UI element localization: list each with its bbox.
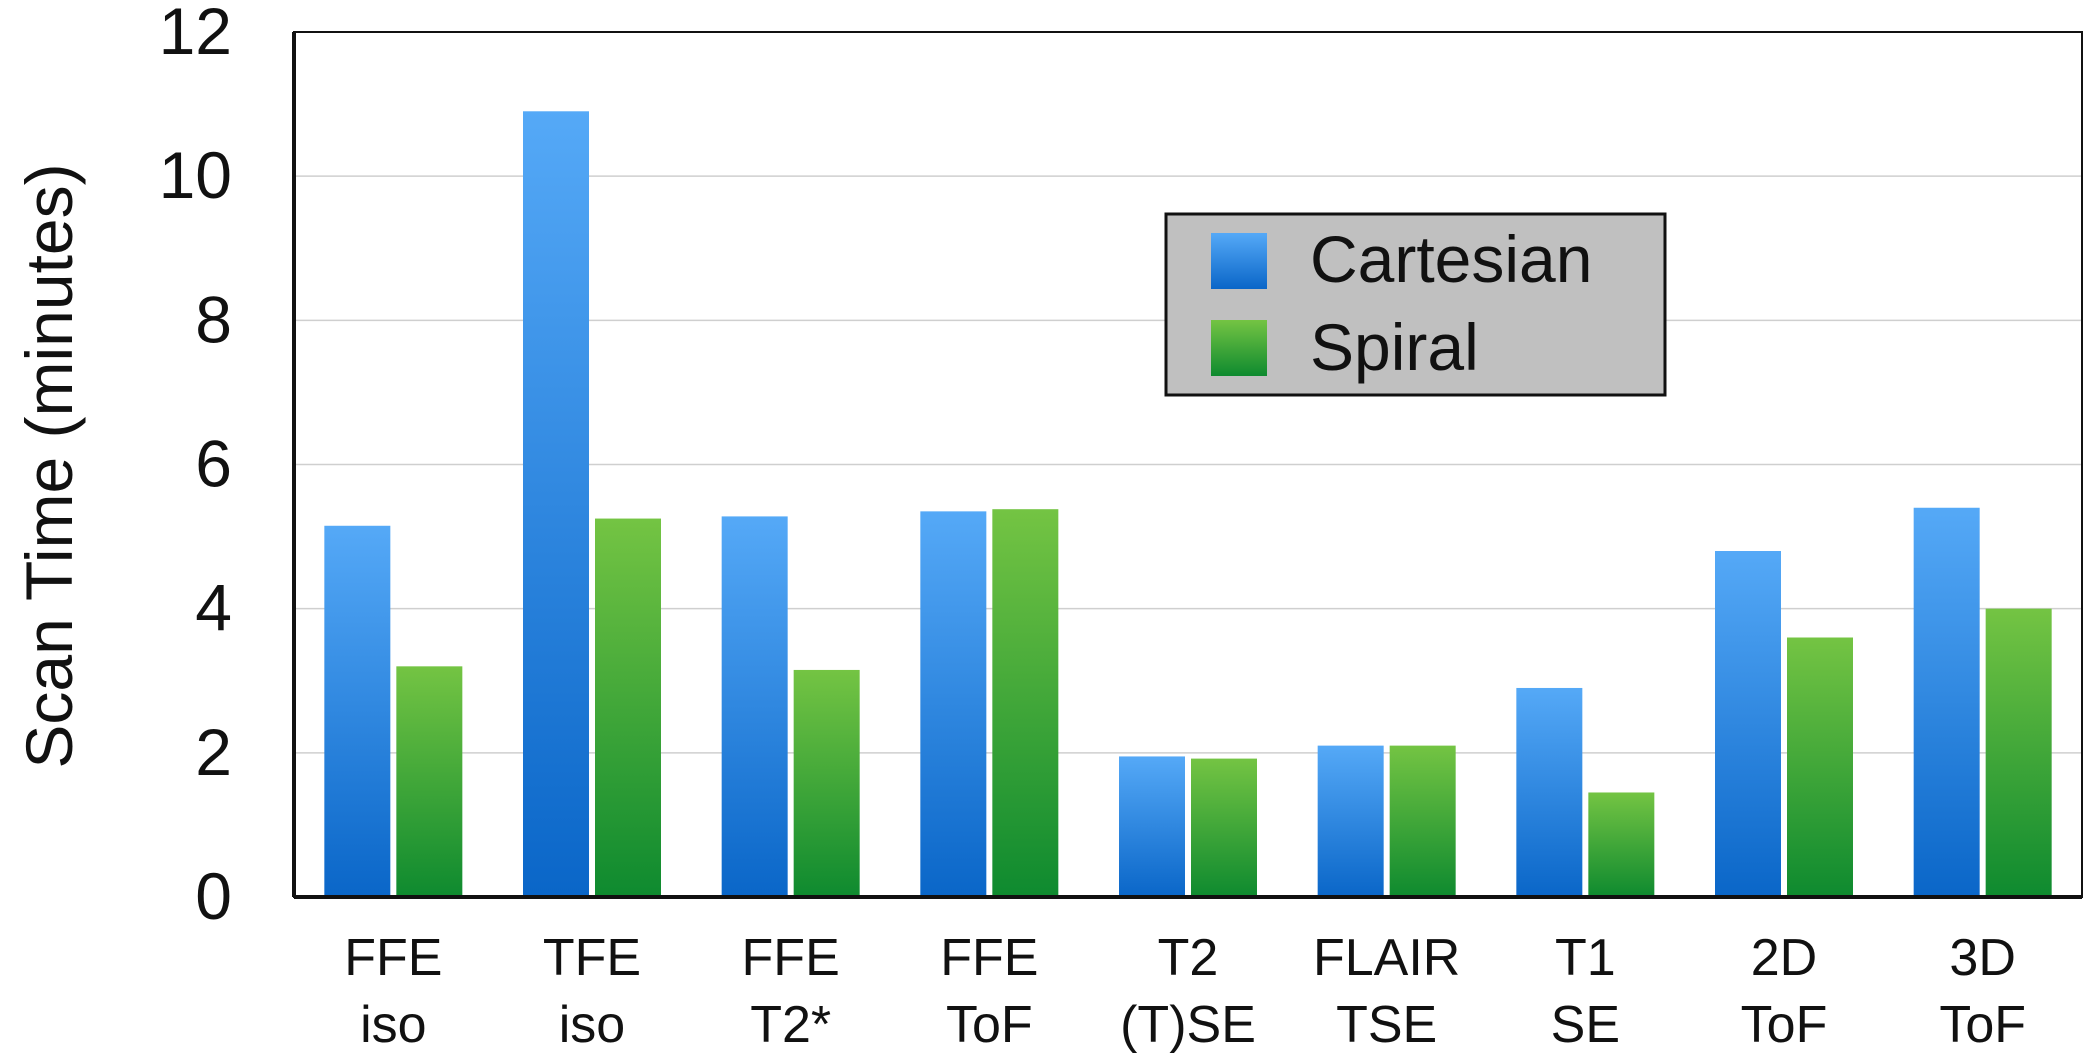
gridlines <box>294 175 2082 754</box>
y-tick-label: 12 <box>159 0 232 68</box>
bar-cartesian-0 <box>324 525 391 897</box>
x-tick-label: FLAIR TSE <box>1313 929 1460 1054</box>
bar-spiral-6 <box>1588 792 1655 897</box>
bar-cartesian-4 <box>1119 756 1185 897</box>
x-tick-labels: FFE iso TFE iso FFE T2* FFE ToF T2 (T)SE FLAIR TSE T… <box>344 929 2026 1054</box>
y-axis-label: Scan Time (minutes) <box>12 163 86 768</box>
x-tick-label: 3D ToF <box>1939 929 2026 1054</box>
y-tick-label: 0 <box>195 859 232 933</box>
bar-cartesian-2 <box>721 516 788 897</box>
legend-label-spiral: Spiral <box>1310 310 1479 384</box>
legend-swatch-spiral <box>1211 320 1267 376</box>
bar-spiral-5 <box>1389 745 1456 897</box>
x-tick-label: 2D ToF <box>1741 929 1828 1054</box>
y-tick-label: 8 <box>195 282 232 356</box>
bar-spiral-2 <box>793 669 860 897</box>
y-tick-label: 4 <box>195 571 232 645</box>
bar-cartesian-7 <box>1715 551 1781 897</box>
bars <box>324 111 2052 897</box>
bar-cartesian-6 <box>1516 687 1583 897</box>
legend: Cartesian Spiral <box>1164 212 1667 397</box>
bar-cartesian-8 <box>1913 507 1980 897</box>
bar-spiral-1 <box>595 518 661 897</box>
x-tick-label: TFE iso <box>543 929 641 1054</box>
bar-spiral-0 <box>396 666 463 897</box>
x-tick-label: T2 (T)SE <box>1120 929 1256 1054</box>
legend-label-cartesian: Cartesian <box>1310 222 1592 296</box>
axes <box>292 31 2083 899</box>
y-tick-labels: 0 2 4 6 8 10 12 <box>159 0 232 933</box>
x-tick-label: T1 SE <box>1551 929 1620 1054</box>
bar-spiral-7 <box>1787 637 1853 897</box>
x-tick-label: FFE iso <box>344 929 442 1054</box>
legend-swatch-cartesian <box>1211 233 1267 289</box>
bar-cartesian-3 <box>920 511 987 897</box>
y-tick-label: 6 <box>195 427 232 501</box>
x-tick-label: FFE T2* <box>742 929 840 1054</box>
bar-spiral-4 <box>1191 758 1257 897</box>
bar-spiral-8 <box>1985 608 2052 897</box>
y-tick-label: 10 <box>159 138 232 212</box>
x-tick-label: FFE ToF <box>940 929 1038 1054</box>
bar-cartesian-1 <box>523 111 589 897</box>
bar-spiral-3 <box>992 509 1059 897</box>
bar-cartesian-5 <box>1317 745 1384 897</box>
y-tick-label: 2 <box>195 715 232 789</box>
